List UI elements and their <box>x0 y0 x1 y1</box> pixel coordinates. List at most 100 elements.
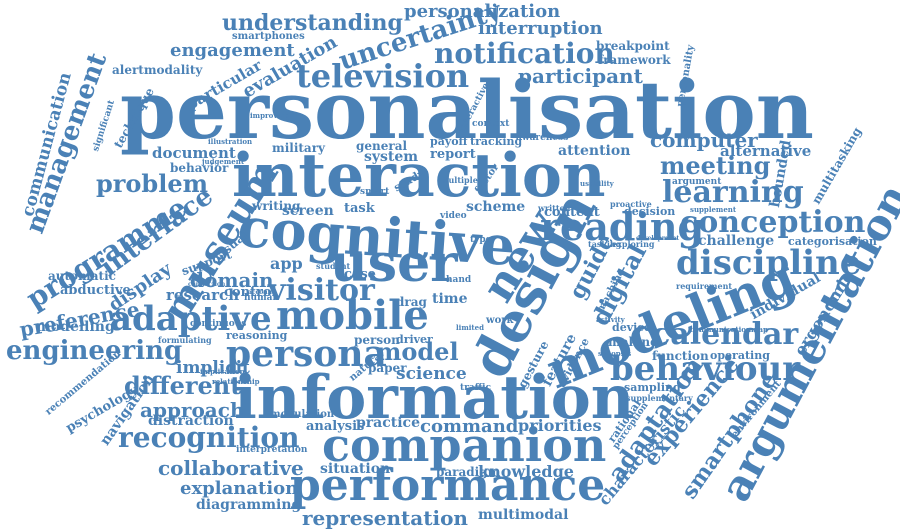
word-multitasking: multitasking <box>809 124 865 207</box>
word-control: control <box>224 285 277 300</box>
word-companion: companion <box>322 418 607 472</box>
word-engagement: engagement <box>170 40 295 61</box>
word-limited: limited <box>456 323 484 332</box>
word-content: content <box>544 205 600 220</box>
word-attention: attention <box>558 143 631 159</box>
word-tracking: tracking <box>470 135 523 148</box>
word-analysis: analysis <box>306 419 365 434</box>
word-development: development <box>636 235 680 242</box>
word-operating: operating <box>710 349 770 362</box>
word-different: different <box>124 371 242 400</box>
word-supplementary: supplementary <box>626 393 693 403</box>
word-activity: activity <box>596 315 625 324</box>
word-judgement: judgement <box>202 157 245 166</box>
word-human: human <box>244 293 279 303</box>
word-diagramming: diagramming <box>196 497 302 513</box>
word-domain: domain <box>190 268 274 292</box>
word-proactive: proactive <box>610 199 652 209</box>
word-automatic: automatic <box>48 269 116 283</box>
word-user: user <box>330 233 458 294</box>
word-recognition: recognition <box>118 421 300 454</box>
word-paradigm: paradigm <box>436 465 501 479</box>
word-priorities: priorities <box>518 416 602 435</box>
word-knowledge: knowledge <box>478 462 574 481</box>
word-tasking: tasking <box>588 239 622 249</box>
word-command: command <box>420 416 519 437</box>
word-paper: paper <box>368 361 407 375</box>
word-learning: learning <box>662 175 804 210</box>
word-reading: reading <box>540 204 705 249</box>
word-person: person <box>354 333 400 347</box>
word-exploring: exploring <box>612 239 655 249</box>
word-payoff: payoff <box>430 135 468 148</box>
word-behaviour: behaviour <box>610 349 801 389</box>
word-modulation: modulation <box>270 409 335 420</box>
word-drag: drag <box>396 295 427 309</box>
word-persona: persona <box>226 333 387 375</box>
word-personalization: personalization <box>404 1 561 22</box>
word-multimodal: multimodal <box>478 507 569 523</box>
word-notification: notification <box>434 37 615 70</box>
word-situation: situation <box>320 461 391 477</box>
word-writing: writing <box>252 199 301 213</box>
word-problem: problem <box>96 169 208 198</box>
word-performance: performance <box>290 460 606 511</box>
word-distraction: distraction <box>148 413 234 429</box>
word-case: case <box>344 267 376 282</box>
word-interpretation: interpretation <box>236 445 308 455</box>
word-alertmodality: alertmodality <box>112 63 203 77</box>
word-model: model <box>376 337 459 366</box>
word-student: student <box>316 261 351 271</box>
word-awareness: awareness <box>516 133 569 143</box>
word-relationship: relationship <box>212 377 260 386</box>
word-report: report <box>430 147 476 162</box>
word-driver: driver <box>396 333 433 346</box>
word-formulating: formulating <box>158 335 212 345</box>
word-making: making <box>608 335 659 349</box>
word-app: app <box>270 254 303 273</box>
word-modelling: modelling <box>36 319 115 335</box>
word-information: information <box>234 363 635 433</box>
word-smartphones: smartphones <box>232 31 305 42</box>
word-context: context <box>472 119 510 129</box>
word-written: written <box>538 203 571 213</box>
word-practice: practice <box>356 415 420 431</box>
word-categorisation: categorisation <box>788 235 877 248</box>
word-scheme: scheme <box>466 199 526 215</box>
word-engineering: engineering <box>6 336 183 366</box>
word-function: function <box>652 349 709 363</box>
word-connection: connection <box>188 281 226 288</box>
word-participant: participant <box>518 64 643 88</box>
word-military: military <box>272 141 325 155</box>
word-usability: usability <box>580 179 614 188</box>
word-visitor: visitor <box>268 273 375 308</box>
word-requirement: requirement <box>676 281 733 291</box>
word-hand: hand <box>446 275 472 285</box>
word-traffic: traffic <box>460 383 492 393</box>
word-breakpoint: breakpoint <box>596 39 670 53</box>
word-type: type <box>470 235 492 245</box>
word-adaptive: adaptive <box>110 299 272 339</box>
word-work: work <box>486 315 514 326</box>
word-supplement: supplement <box>690 205 737 214</box>
word-discipline: discipline <box>676 243 862 283</box>
word-calendar: calendar <box>652 317 799 352</box>
word-collaborative: collaborative <box>158 456 304 480</box>
word-science: science <box>396 364 467 384</box>
word-decision: decision <box>624 205 676 218</box>
word-continuous: continuous <box>190 319 247 329</box>
word-implicit: implicit <box>176 358 250 378</box>
word-account: account <box>248 289 275 296</box>
word-computer: computer <box>650 128 758 152</box>
word-explanation: explanation <box>180 478 299 499</box>
word-time: time <box>432 291 468 307</box>
word-meeting: meeting <box>660 151 771 180</box>
word-mobile: mobile <box>276 292 429 339</box>
word-television: television <box>296 57 470 95</box>
word-understanding: understanding <box>222 10 403 36</box>
word-approach: approach <box>140 398 245 422</box>
word-interruption: interruption <box>478 18 603 39</box>
word-system: system <box>364 149 419 165</box>
word-conception: conception <box>680 205 866 240</box>
